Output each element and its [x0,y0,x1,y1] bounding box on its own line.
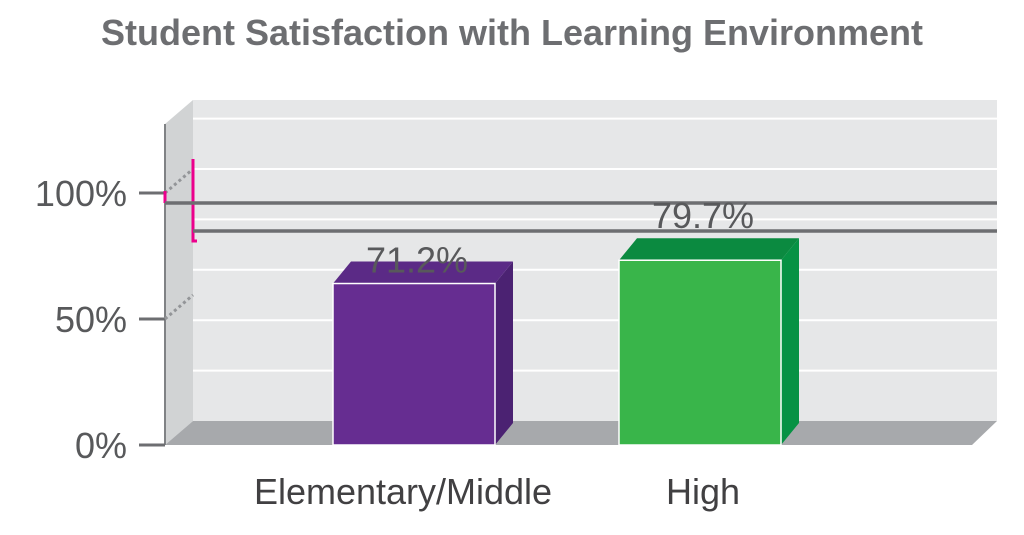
labels: 71.2% Elementary/Middle 79.7% High [254,195,754,512]
tick-connector [164,167,194,195]
bar-side [781,238,799,445]
bar-top [333,261,513,284]
chart-background [165,100,997,445]
y-tick-label: 100% [35,173,127,214]
bars [332,238,799,446]
category-label: Elementary/Middle [254,471,552,512]
category-label: High [666,471,740,512]
side-wall [165,100,193,445]
back-wall [193,100,997,421]
bar-top [619,238,799,261]
chart-title: Student Satisfaction with Learning Envir… [100,12,924,53]
data-label: 71.2% [366,240,468,281]
y-axis: 0% 50% 100% [35,124,197,466]
bar [332,282,496,446]
tick-connector [164,293,194,321]
gridlines [193,117,997,372]
axis-break-marker [191,159,197,243]
bar [618,259,782,446]
reference-lines [165,201,997,233]
data-label: 79.7% [652,195,754,236]
y-tick-label: 50% [55,299,127,340]
y-tick-label: 0% [75,425,127,466]
bar-side [495,261,513,445]
floor [165,421,997,445]
